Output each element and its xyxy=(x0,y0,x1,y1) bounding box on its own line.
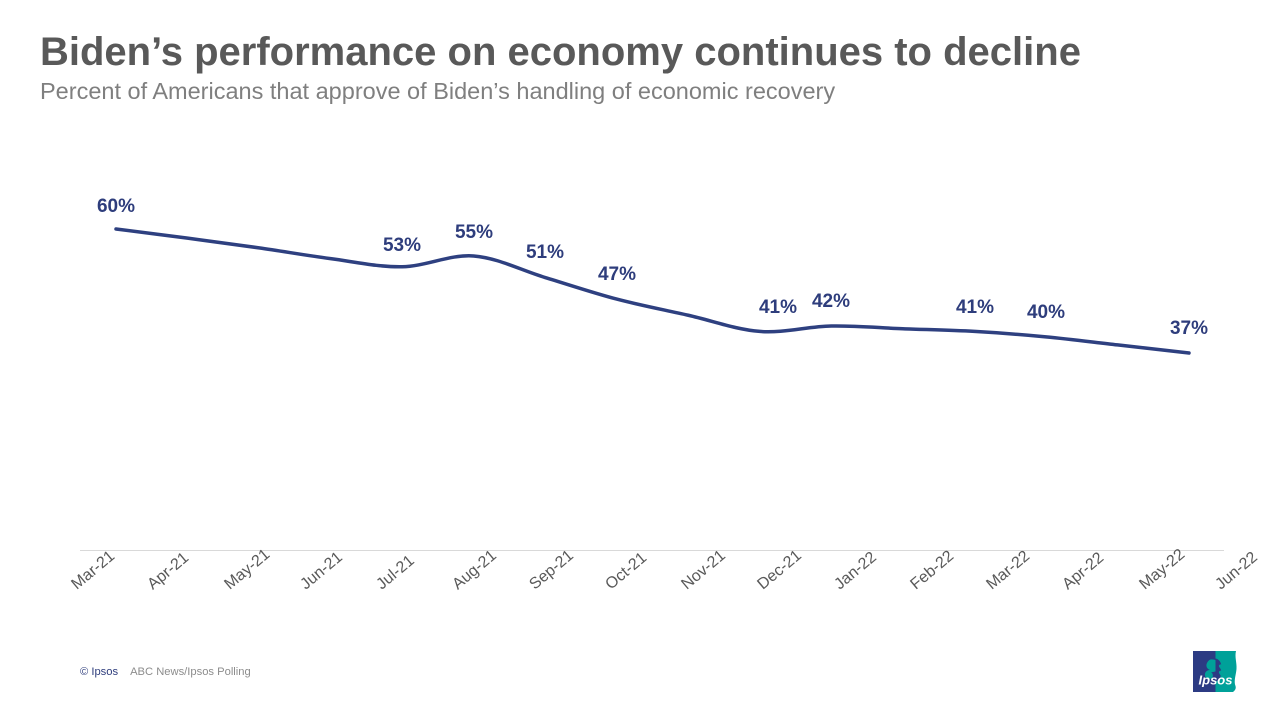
svg-text:Ipsos: Ipsos xyxy=(1199,673,1233,688)
